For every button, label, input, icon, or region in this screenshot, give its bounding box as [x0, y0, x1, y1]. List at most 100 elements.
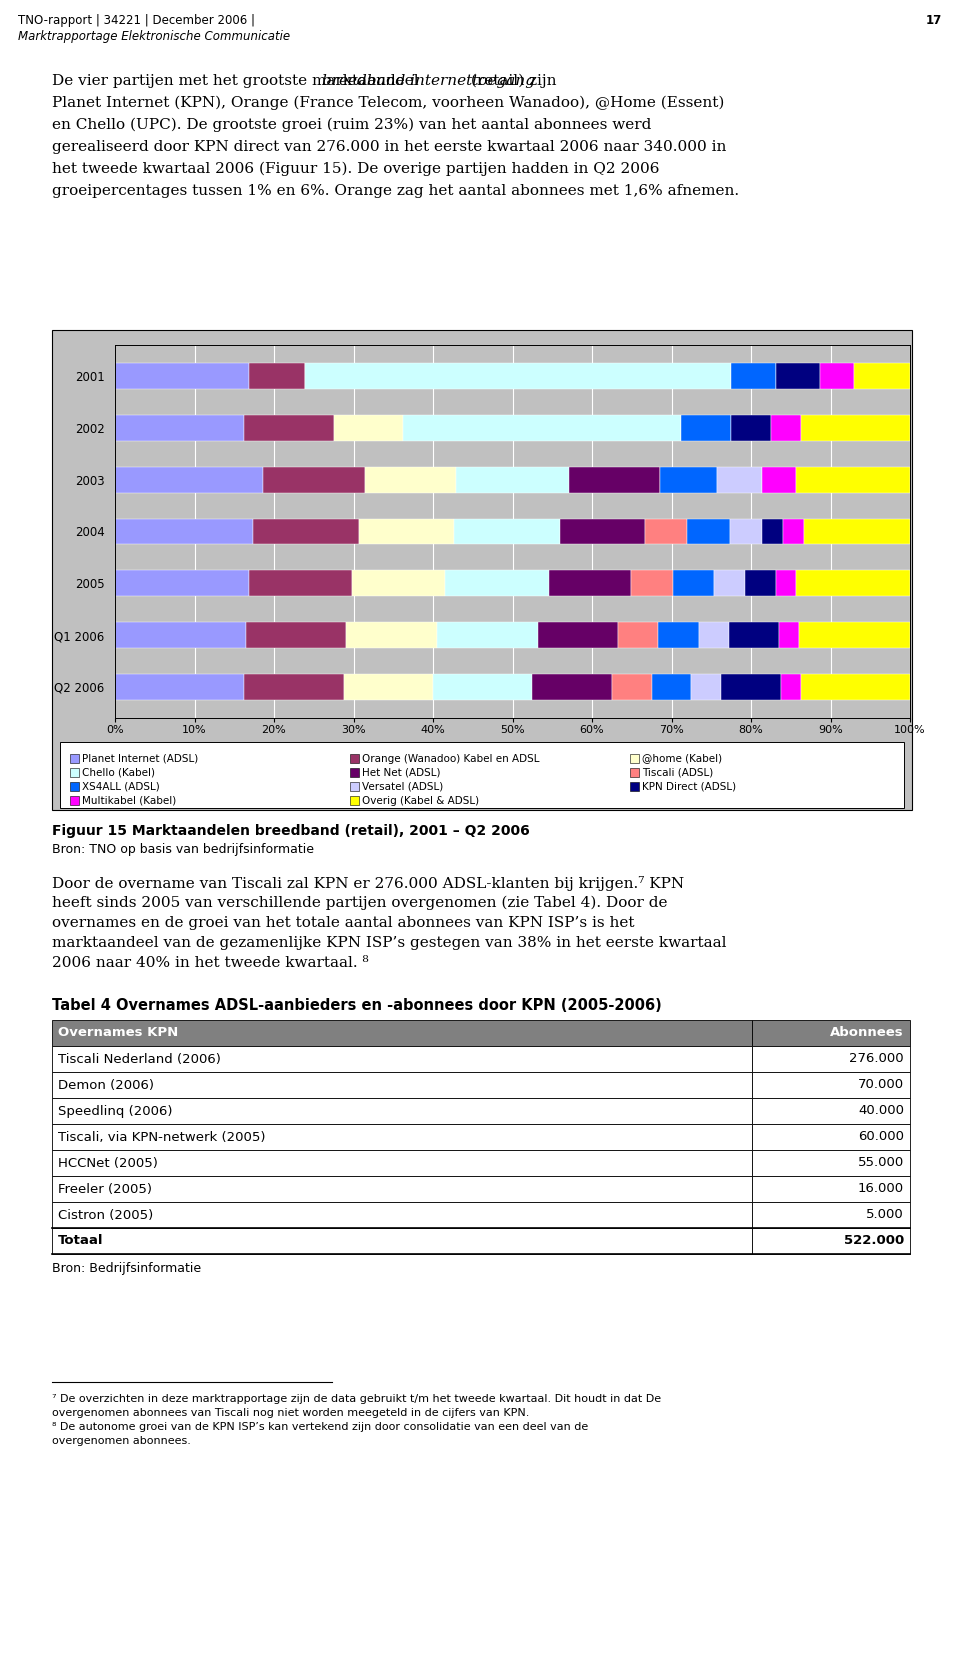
Text: 2006 naar 40% in het tweede kwartaal. ⁸: 2006 naar 40% in het tweede kwartaal. ⁸: [52, 956, 369, 970]
Bar: [115, 675, 244, 700]
Bar: [365, 466, 456, 493]
Bar: [52, 1228, 752, 1254]
Bar: [797, 570, 910, 596]
Text: Chello (Kabel): Chello (Kabel): [82, 768, 155, 778]
Text: TNO-rapport | 34221 | December 2006 |: TNO-rapport | 34221 | December 2006 |: [18, 13, 255, 27]
Bar: [60, 741, 904, 808]
Text: 70.000: 70.000: [858, 1078, 904, 1091]
Bar: [752, 1071, 910, 1098]
Text: Figuur 15 Marktaandelen breedband (retail), 2001 – Q2 2006: Figuur 15 Marktaandelen breedband (retai…: [52, 825, 530, 838]
Bar: [797, 466, 910, 493]
Bar: [729, 621, 780, 648]
Bar: [350, 755, 359, 763]
Bar: [70, 796, 79, 805]
Bar: [691, 675, 721, 700]
Bar: [730, 518, 761, 545]
Bar: [612, 675, 652, 700]
Bar: [52, 1125, 752, 1150]
Bar: [801, 415, 910, 441]
Text: 55.000: 55.000: [857, 1156, 904, 1170]
Bar: [344, 675, 433, 700]
Bar: [350, 768, 359, 776]
Text: 5.000: 5.000: [866, 1208, 904, 1221]
Bar: [456, 466, 569, 493]
Bar: [250, 363, 305, 390]
Bar: [630, 768, 639, 776]
Bar: [52, 1098, 752, 1125]
Text: Bron: Bedrijfsinformatie: Bron: Bedrijfsinformatie: [52, 1263, 202, 1274]
Bar: [682, 415, 732, 441]
Text: KPN Direct (ADSL): KPN Direct (ADSL): [642, 781, 736, 791]
Bar: [244, 415, 334, 441]
Bar: [454, 518, 561, 545]
Bar: [52, 1176, 752, 1201]
Bar: [52, 1046, 752, 1071]
Bar: [660, 466, 717, 493]
Bar: [821, 363, 854, 390]
Bar: [115, 518, 252, 545]
Text: (retail) zijn: (retail) zijn: [466, 73, 557, 88]
Text: 40.000: 40.000: [858, 1105, 904, 1118]
Bar: [752, 1228, 910, 1254]
Text: Planet Internet (KPN), Orange (France Telecom, voorheen Wanadoo), @Home (Essent): Planet Internet (KPN), Orange (France Te…: [52, 97, 725, 110]
Bar: [445, 570, 548, 596]
Bar: [752, 1201, 910, 1228]
Text: Tabel 4 Overnames ADSL-aanbieders en -abonnees door KPN (2005-2006): Tabel 4 Overnames ADSL-aanbieders en -ab…: [52, 998, 661, 1013]
Text: Demon (2006): Demon (2006): [58, 1078, 154, 1091]
Bar: [115, 415, 244, 441]
Bar: [52, 1071, 752, 1098]
Text: overgenomen abonnees van Tiscali nog niet worden meegeteld in de cijfers van KPN: overgenomen abonnees van Tiscali nog nie…: [52, 1408, 529, 1418]
Text: 60.000: 60.000: [858, 1131, 904, 1143]
Text: groeipercentages tussen 1% en 6%. Orange zag het aantal abonnees met 1,6% afneme: groeipercentages tussen 1% en 6%. Orange…: [52, 183, 739, 198]
Bar: [752, 1125, 910, 1150]
Bar: [437, 621, 538, 648]
Bar: [52, 1201, 752, 1228]
Bar: [115, 363, 250, 390]
Bar: [350, 781, 359, 791]
Text: De vier partijen met het grootste marktaandeel: De vier partijen met het grootste markta…: [52, 73, 423, 88]
Bar: [745, 570, 776, 596]
Text: Bron: TNO op basis van bedrijfsinformatie: Bron: TNO op basis van bedrijfsinformati…: [52, 843, 314, 856]
Bar: [752, 1020, 910, 1046]
Text: het tweede kwartaal 2006 (Figuur 15). De overige partijen hadden in Q2 2006: het tweede kwartaal 2006 (Figuur 15). De…: [52, 162, 660, 177]
Bar: [115, 621, 246, 648]
Bar: [569, 466, 660, 493]
Bar: [533, 675, 612, 700]
Text: breedband internettoegang: breedband internettoegang: [323, 73, 536, 88]
Text: Marktrapportage Elektronische Communicatie: Marktrapportage Elektronische Communicat…: [18, 30, 290, 43]
Text: overgenomen abonnees.: overgenomen abonnees.: [52, 1436, 191, 1446]
Bar: [761, 518, 782, 545]
Bar: [263, 466, 365, 493]
Bar: [115, 466, 263, 493]
Text: Door de overname van Tiscali zal KPN er 276.000 ADSL-klanten bij krijgen.⁷ KPN: Door de overname van Tiscali zal KPN er …: [52, 876, 684, 891]
Bar: [70, 781, 79, 791]
Bar: [659, 621, 699, 648]
Text: Tiscali (ADSL): Tiscali (ADSL): [642, 768, 713, 778]
Text: ⁸ De autonome groei van de KPN ISP’s kan vertekend zijn door consolidatie van ee: ⁸ De autonome groei van de KPN ISP’s kan…: [52, 1423, 588, 1433]
Text: marktaandeel van de gezamenlijke KPN ISP’s gestegen van 38% in het eerste kwarta: marktaandeel van de gezamenlijke KPN ISP…: [52, 936, 727, 950]
Text: Speedlinq (2006): Speedlinq (2006): [58, 1105, 173, 1118]
Text: HCCNet (2005): HCCNet (2005): [58, 1156, 157, 1170]
Bar: [352, 570, 445, 596]
Bar: [699, 621, 729, 648]
Bar: [854, 363, 910, 390]
Text: Abonnees: Abonnees: [830, 1026, 904, 1040]
Bar: [717, 466, 762, 493]
Bar: [632, 570, 673, 596]
Bar: [250, 570, 352, 596]
Text: XS4ALL (ADSL): XS4ALL (ADSL): [82, 781, 159, 791]
Text: 16.000: 16.000: [858, 1183, 904, 1196]
Text: Tiscali, via KPN-netwerk (2005): Tiscali, via KPN-netwerk (2005): [58, 1131, 266, 1143]
Bar: [780, 621, 800, 648]
Bar: [762, 466, 797, 493]
Bar: [244, 675, 344, 700]
Bar: [645, 518, 687, 545]
Text: @home (Kabel): @home (Kabel): [642, 753, 722, 763]
Bar: [548, 570, 632, 596]
Bar: [630, 755, 639, 763]
Bar: [732, 415, 771, 441]
Text: Multikabel (Kabel): Multikabel (Kabel): [82, 795, 177, 805]
Text: Orange (Wanadoo) Kabel en ADSL: Orange (Wanadoo) Kabel en ADSL: [362, 753, 540, 763]
Bar: [687, 518, 730, 545]
Bar: [433, 675, 533, 700]
